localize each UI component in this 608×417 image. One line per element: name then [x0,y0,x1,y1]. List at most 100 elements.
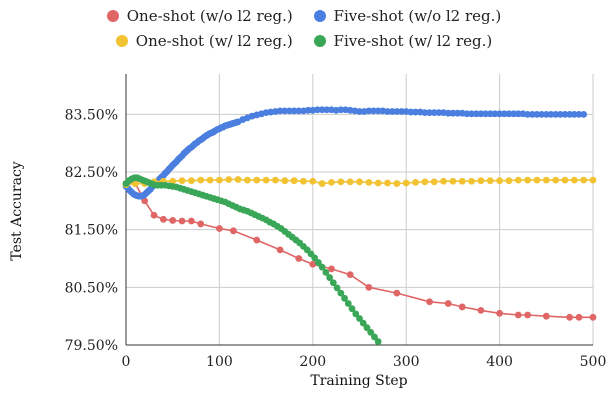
data-point [538,110,546,118]
y-tick-label: 82.50% [65,165,118,181]
data-point [326,274,334,281]
data-point [365,179,373,186]
data-point [187,217,195,225]
data-point [286,107,293,115]
x-axis-title: Training Step [310,373,407,389]
legend-row-1: One-shot (w/o l2 reg.) Five-shot (w/o l2… [0,7,608,25]
data-point [393,180,401,187]
tick-labels: 0 100 200 300 400 500 79.50% 80.50% 81.50% 82.50%… [65,107,607,370]
data-point [356,315,363,322]
data-point [131,180,139,187]
data-point [253,176,261,184]
data-point [458,303,466,311]
legend-swatch-green [313,35,326,47]
data-point [300,177,307,185]
x-tick-label: 100 [206,354,233,370]
data-point [575,313,583,321]
data-point [477,177,485,185]
data-point [150,211,158,219]
data-point [393,108,401,115]
data-point [318,263,326,271]
legend-item-five-shot-wo-l2[interactable]: Five-shot (w/o l2 reg.) [313,7,501,25]
data-point [547,110,555,118]
data-point [371,333,378,341]
data-point [524,176,532,184]
data-point [458,177,466,185]
data-point [365,283,373,291]
x-tick-label: 300 [393,354,420,370]
data-point [169,177,177,185]
data-point [356,178,363,186]
data-point [384,179,391,187]
data-point [491,110,499,118]
series-1 [122,177,597,321]
data-point [348,305,356,313]
data-point [367,328,375,336]
data-point [430,178,438,186]
data-point [496,110,503,118]
legend-label: One-shot (w/ l2 reg.) [135,32,293,50]
data-point [477,110,485,118]
data-point [421,178,429,186]
legend-item-one-shot-wo-l2[interactable]: One-shot (w/o l2 reg.) [106,7,293,25]
data-point [333,284,341,292]
data-point [528,110,536,118]
data-point [505,110,513,118]
data-point [407,108,415,116]
data-point [510,110,518,118]
y-tick-label: 79.50% [65,338,118,354]
data-point [359,319,367,327]
data-point [206,176,214,184]
data-point [352,310,360,318]
data-point [216,225,223,232]
data-point [346,178,354,186]
data-point [370,107,377,115]
data-point [314,106,321,114]
data-point [496,309,503,317]
legend-swatch-red [106,10,119,22]
data-point [234,176,242,183]
data-point [309,177,317,185]
data-point [402,179,410,187]
data-point [225,176,233,183]
data-point [216,176,223,184]
data-point [290,107,298,115]
series-line [125,108,584,197]
data-point [566,110,574,118]
legend-label: One-shot (w/o l2 reg.) [126,7,293,25]
data-point [444,300,452,307]
data-point [486,177,494,185]
data-point [295,107,303,115]
data-point [197,220,205,228]
data-point [542,110,550,118]
data-point [496,177,503,185]
data-point [365,107,373,115]
data-point [440,177,447,185]
y-tick-label: 81.50% [65,223,118,239]
data-point [426,298,433,306]
data-point [197,176,205,184]
data-point [398,108,405,115]
data-point [449,109,457,117]
data-point [337,178,345,186]
legend-row-2: One-shot (w/ l2 reg.) Five-shot (w/ l2 r… [0,32,608,50]
series-2 [122,106,588,200]
data-point [328,179,335,186]
data-point [272,176,279,184]
data-point [421,109,429,117]
legend-item-one-shot-w-l2[interactable]: One-shot (w/ l2 reg.) [115,32,293,50]
data-point [281,107,289,115]
legend-swatch-blue [313,10,326,22]
data-point [542,312,550,320]
data-point [374,338,382,345]
data-point [141,197,149,205]
legend-label: Five-shot (w/ l2 reg.) [333,32,493,50]
legend-item-five-shot-w-l2[interactable]: Five-shot (w/ l2 reg.) [313,32,493,50]
data-point [311,254,319,262]
data-point [556,110,564,118]
data-point [552,110,560,118]
data-point [500,110,508,118]
data-point [463,110,471,118]
data-point [454,109,461,117]
